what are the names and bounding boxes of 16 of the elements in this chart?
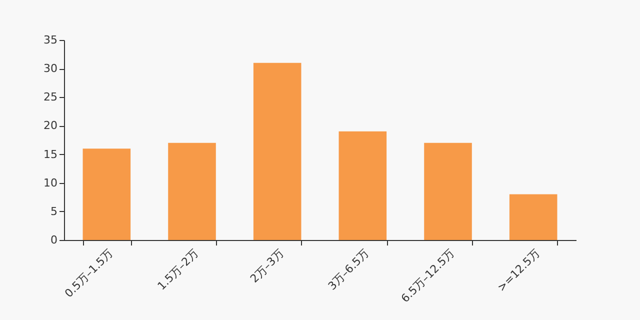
bar	[82, 148, 131, 240]
bar	[509, 194, 558, 240]
y-tick-label: 25	[44, 90, 58, 104]
y-tick-label: 0	[50, 234, 58, 246]
y-tick-label: 35	[44, 34, 58, 46]
y-tick-label: 15	[44, 148, 58, 161]
x-tick-label: 2万–3万	[248, 246, 286, 286]
y-tick-label: 30	[44, 62, 58, 76]
bar	[168, 142, 216, 240]
y-tick-label: 20	[44, 119, 58, 132]
y-tick-label: 10	[44, 176, 58, 190]
y-tick-label: 5	[50, 204, 58, 218]
bar	[338, 131, 387, 240]
bar	[253, 62, 302, 240]
x-tick-label: 1.5万–2万	[155, 246, 201, 293]
bar	[424, 142, 472, 240]
